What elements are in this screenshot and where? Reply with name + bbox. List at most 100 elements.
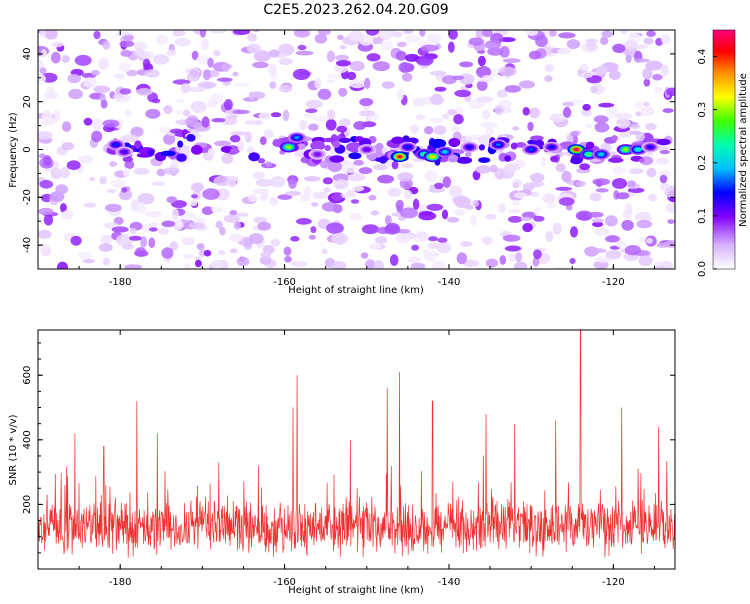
- noise-blob: [638, 255, 653, 266]
- noise-blob: [57, 261, 68, 269]
- noise-blob: [119, 40, 135, 48]
- noise-blob: [181, 237, 195, 246]
- noise-blob: [527, 121, 534, 132]
- noise-blob: [303, 176, 321, 182]
- noise-blob: [226, 178, 237, 188]
- noise-blob: [326, 222, 344, 234]
- noise-blob: [39, 179, 54, 189]
- noise-blob: [659, 174, 668, 184]
- noise-blob: [248, 193, 258, 203]
- noise-blob: [270, 238, 280, 247]
- noise-blob: [264, 161, 272, 167]
- hotspot-mark: [113, 143, 119, 147]
- noise-blob: [594, 122, 610, 133]
- noise-blob: [299, 120, 308, 130]
- trace-blob: [610, 135, 618, 141]
- noise-blob: [190, 101, 207, 113]
- noise-blob: [104, 203, 122, 212]
- noise-blob: [499, 255, 507, 265]
- noise-blob: [270, 176, 286, 188]
- trace-blob: [656, 138, 671, 146]
- noise-blob: [451, 75, 465, 81]
- noise-blob: [233, 221, 241, 230]
- noise-blob: [618, 132, 631, 138]
- noise-blob: [353, 159, 364, 166]
- noise-blob: [635, 211, 652, 223]
- noise-blob: [410, 124, 419, 134]
- noise-blob: [134, 250, 149, 257]
- noise-blob: [38, 73, 46, 85]
- noise-blob: [496, 89, 508, 98]
- noise-blob: [569, 257, 576, 265]
- noise-blob: [362, 224, 380, 235]
- trace-blob: [608, 157, 624, 163]
- noise-blob: [632, 44, 649, 49]
- noise-blob: [639, 106, 655, 117]
- noise-blob: [442, 113, 450, 120]
- noise-blob: [344, 150, 351, 155]
- noise-blob: [156, 34, 169, 45]
- trace-blob: [176, 153, 187, 162]
- noise-blob: [656, 158, 669, 165]
- noise-blob: [300, 194, 310, 203]
- y-tick-label: -40: [22, 237, 33, 253]
- noise-blob: [434, 182, 444, 189]
- hotspot-mark: [442, 150, 448, 154]
- noise-blob: [410, 262, 426, 269]
- trace-blob: [122, 156, 133, 163]
- noise-blob: [109, 161, 118, 167]
- noise-blob: [506, 163, 521, 171]
- noise-blob: [584, 123, 595, 128]
- noise-blob: [99, 176, 107, 185]
- noise-blob: [605, 250, 622, 260]
- noise-blob: [292, 68, 311, 81]
- noise-blob: [259, 255, 272, 265]
- x-tick-label: -140: [438, 577, 461, 588]
- spectrogram-x-label: Height of straight line (km): [288, 285, 424, 296]
- noise-blob: [351, 185, 365, 192]
- noise-blob: [424, 126, 434, 135]
- trace-blob: [134, 140, 142, 149]
- noise-blob: [66, 160, 81, 171]
- noise-blob: [43, 92, 58, 100]
- snr-y-axis: 200 400 600: [22, 342, 675, 570]
- noise-blob: [252, 188, 270, 194]
- trace-blob: [375, 142, 384, 151]
- noise-blob: [288, 178, 297, 189]
- noise-blob: [648, 193, 658, 202]
- colorbar-tick-label: 0.1: [697, 208, 708, 224]
- noise-blob: [447, 109, 457, 116]
- noise-blob: [447, 41, 455, 53]
- noise-blob: [348, 173, 366, 182]
- noise-blob: [504, 245, 521, 252]
- snr-panel: -180 -160 -140 -120 200 400 600 Height of str…: [8, 329, 676, 596]
- noise-blob: [237, 140, 245, 152]
- noise-blob: [502, 58, 521, 63]
- noise-blob: [463, 259, 479, 268]
- noise-blob: [653, 87, 663, 94]
- noise-blob: [442, 176, 452, 188]
- noise-blob: [183, 254, 195, 259]
- noise-blob: [317, 88, 332, 100]
- noise-blob: [570, 99, 584, 104]
- noise-blob: [60, 203, 67, 213]
- noise-blob: [380, 40, 394, 51]
- noise-blob: [144, 210, 163, 218]
- y-tick-label: -20: [22, 189, 33, 205]
- noise-blob: [183, 262, 191, 269]
- noise-blob: [428, 187, 445, 193]
- noise-blob: [282, 109, 290, 122]
- noise-blob: [304, 186, 312, 197]
- noise-blob: [404, 53, 420, 62]
- noise-blob: [83, 77, 97, 88]
- x-tick-label: -180: [109, 277, 132, 288]
- spectrogram-field: [38, 30, 675, 269]
- noise-blob: [259, 192, 269, 202]
- noise-blob: [487, 47, 504, 56]
- noise-blob: [615, 192, 630, 200]
- noise-blob: [174, 37, 191, 47]
- noise-blob: [50, 51, 61, 64]
- noise-blob: [223, 99, 233, 111]
- noise-blob: [525, 30, 539, 36]
